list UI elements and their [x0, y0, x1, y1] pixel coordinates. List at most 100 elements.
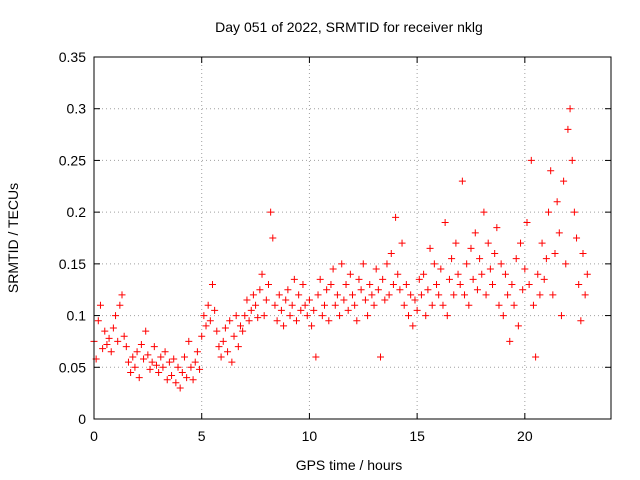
data-point	[256, 286, 264, 294]
data-point	[122, 343, 130, 351]
data-point	[99, 345, 107, 353]
data-point	[239, 327, 247, 335]
data-point	[185, 337, 193, 345]
data-point	[389, 281, 397, 289]
data-point	[385, 291, 393, 299]
data-point	[267, 208, 275, 216]
data-point	[331, 301, 339, 309]
data-point	[336, 312, 344, 320]
data-point	[140, 355, 148, 363]
data-point	[211, 306, 219, 314]
y-axis-label: SRMTID / TECUs	[5, 183, 21, 293]
data-point	[213, 327, 221, 335]
data-point	[168, 372, 176, 380]
data-point	[471, 229, 479, 237]
data-point	[396, 286, 404, 294]
data-point	[512, 255, 520, 263]
y-tick-label: 0.3	[67, 101, 87, 117]
data-point	[521, 265, 529, 273]
data-point	[467, 244, 475, 252]
x-tick-label: 0	[90, 428, 98, 444]
data-point	[282, 296, 290, 304]
data-point	[361, 296, 369, 304]
x-tick-label: 20	[517, 428, 533, 444]
data-point	[545, 208, 553, 216]
data-point	[437, 265, 445, 273]
data-point	[323, 286, 331, 294]
data-point	[215, 343, 223, 351]
data-point	[301, 301, 309, 309]
data-point	[316, 275, 324, 283]
data-point	[426, 244, 434, 252]
x-axis-label: GPS time / hours	[296, 457, 403, 473]
data-point	[224, 348, 232, 356]
data-point	[409, 322, 417, 330]
y-tick-label: 0.2	[67, 204, 87, 220]
data-point	[547, 167, 555, 175]
data-point	[415, 275, 423, 283]
data-point	[435, 291, 443, 299]
data-point	[277, 306, 285, 314]
data-point	[196, 365, 204, 373]
data-point	[114, 337, 122, 345]
data-point	[398, 239, 406, 247]
data-point	[152, 361, 160, 369]
data-point	[387, 250, 395, 258]
data-point	[204, 301, 212, 309]
y-tick-label: 0.05	[59, 359, 86, 375]
data-point	[226, 317, 234, 325]
data-point	[491, 250, 499, 258]
data-point	[198, 332, 206, 340]
data-point	[411, 296, 419, 304]
data-point	[310, 306, 318, 314]
data-point	[146, 365, 154, 373]
data-point	[178, 368, 186, 376]
data-point	[428, 301, 436, 309]
data-point	[262, 296, 270, 304]
data-point	[346, 270, 354, 278]
data-point	[527, 156, 535, 164]
data-point	[116, 301, 124, 309]
data-point	[441, 218, 449, 226]
y-tick-label: 0.25	[59, 152, 86, 168]
data-point	[553, 198, 561, 206]
data-point	[364, 312, 372, 320]
data-point	[318, 312, 326, 320]
data-point	[127, 368, 135, 376]
data-point	[273, 317, 281, 325]
data-point	[161, 348, 169, 356]
data-point	[514, 322, 522, 330]
data-point	[150, 343, 158, 351]
data-point	[254, 314, 262, 322]
data-point	[183, 374, 191, 382]
data-point	[368, 291, 376, 299]
data-point	[577, 317, 585, 325]
data-point	[534, 270, 542, 278]
data-point	[495, 301, 503, 309]
data-point	[525, 281, 533, 289]
data-points	[90, 105, 591, 392]
data-point	[314, 291, 322, 299]
data-point	[333, 291, 341, 299]
data-point	[476, 255, 484, 263]
data-point	[340, 296, 348, 304]
data-point	[581, 291, 589, 299]
data-point	[458, 177, 466, 185]
x-tick-label: 10	[302, 428, 318, 444]
data-point	[402, 281, 410, 289]
y-tick-label: 0	[78, 411, 86, 427]
data-point	[249, 291, 257, 299]
data-point	[555, 229, 563, 237]
data-point	[228, 358, 236, 366]
data-point	[570, 208, 578, 216]
data-point	[506, 337, 514, 345]
data-point	[568, 156, 576, 164]
data-point	[94, 317, 102, 325]
plot-frame	[93, 56, 612, 420]
data-point	[379, 275, 387, 283]
data-point	[243, 296, 251, 304]
data-point	[465, 301, 473, 309]
data-point	[424, 286, 432, 294]
x-tick-label: 5	[198, 428, 206, 444]
